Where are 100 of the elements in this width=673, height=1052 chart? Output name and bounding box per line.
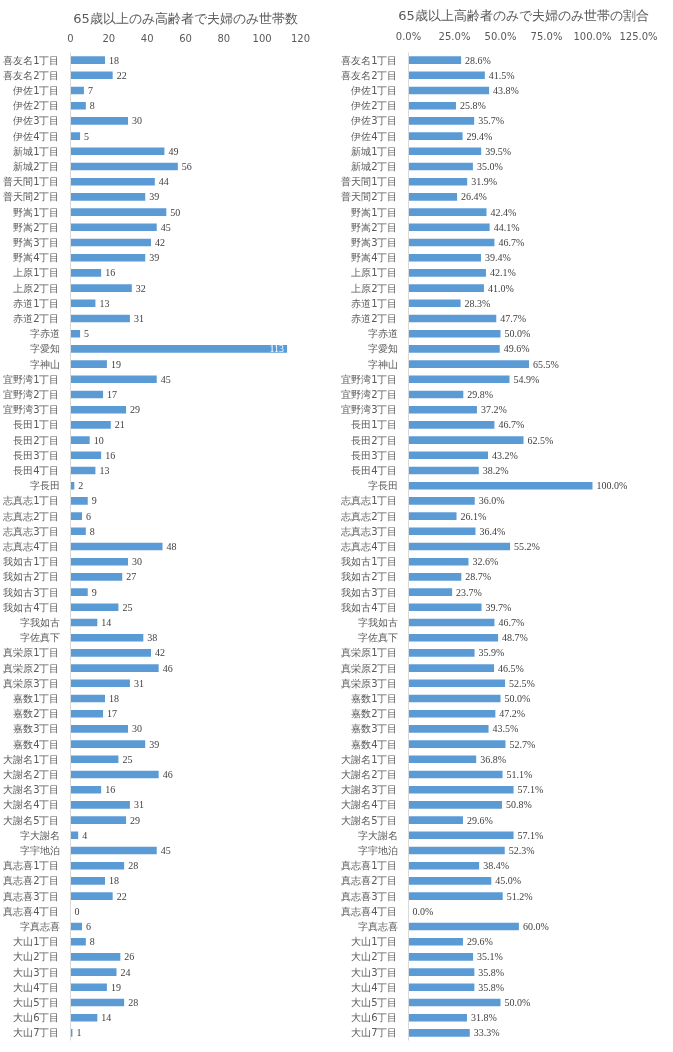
data-label: 39.7% xyxy=(485,601,512,613)
y-tick-label: 野嵩4丁目 xyxy=(351,252,398,264)
y-tick-label: 字長田 xyxy=(367,480,398,492)
y-tick-label: 真栄原3丁目 xyxy=(3,677,60,689)
data-label: 4 xyxy=(82,829,88,841)
data-label: 36.0% xyxy=(478,495,505,507)
data-label: 54.9% xyxy=(513,373,540,385)
y-tick-label: 大山6丁目 xyxy=(351,1012,398,1024)
data-label: 8 xyxy=(89,525,95,537)
y-tick-label: 嘉数1丁目 xyxy=(351,693,398,704)
data-label: 16 xyxy=(105,267,116,279)
data-label: 52.3% xyxy=(508,845,535,856)
y-tick-label: 大謝名3丁目 xyxy=(341,784,398,796)
y-tick-label: 字長田 xyxy=(29,480,60,492)
x-tick-label: 25.0% xyxy=(438,30,471,42)
y-tick-label: 普天間1丁目 xyxy=(3,176,60,188)
data-label: 6 xyxy=(86,921,91,932)
data-label: 0 xyxy=(74,905,80,917)
y-tick-label: 大山5丁目 xyxy=(351,997,398,1008)
data-label: 21 xyxy=(114,419,125,431)
data-label: 30 xyxy=(132,556,142,568)
y-tick-label: 字真志喜 xyxy=(19,921,60,932)
y-tick-label: 嘉数1丁目 xyxy=(13,693,60,704)
data-label: 28.7% xyxy=(465,571,492,583)
data-label: 46 xyxy=(162,769,173,780)
data-label: 29.6% xyxy=(466,936,493,948)
y-tick-label: 大謝名5丁目 xyxy=(3,814,60,826)
y-tick-label: 真栄原1丁目 xyxy=(3,647,60,659)
data-label: 10 xyxy=(93,434,104,446)
y-tick-label: 長田2丁目 xyxy=(351,434,398,446)
data-label: 14 xyxy=(101,617,112,628)
y-tick-label: 上原1丁目 xyxy=(13,267,60,279)
y-tick-label: 長田1丁目 xyxy=(351,419,398,431)
y-tick-label: 宜野湾2丁目 xyxy=(341,389,398,400)
y-tick-label: 伊佐4丁目 xyxy=(13,130,60,142)
y-tick-label: 野嵩1丁目 xyxy=(13,206,60,218)
y-tick-label: 字赤道 xyxy=(367,328,398,340)
data-label: 100.0% xyxy=(596,480,628,492)
data-label: 50.0% xyxy=(504,997,531,1008)
y-tick-label: 字佐真下 xyxy=(19,632,60,644)
data-label: 35.7% xyxy=(478,115,505,127)
y-tick-label: 長田3丁目 xyxy=(351,449,398,461)
data-label: 14 xyxy=(101,1012,112,1024)
data-label: 39.4% xyxy=(485,252,511,264)
data-label: 50.0% xyxy=(504,328,531,340)
data-label: 43.5% xyxy=(492,723,519,735)
data-label: 0.0% xyxy=(412,905,434,917)
data-label: 35.9% xyxy=(478,647,505,659)
data-label: 42 xyxy=(155,647,165,659)
x-tick-label: 100.0% xyxy=(573,30,612,42)
y-tick-label: 大謝名5丁目 xyxy=(341,814,398,826)
data-label: 31.8% xyxy=(471,1012,497,1024)
y-tick-label: 字愛知 xyxy=(367,343,398,355)
data-label: 47.2% xyxy=(499,708,526,720)
y-tick-label: 嘉数4丁目 xyxy=(13,738,60,750)
y-tick-label: 新城2丁目 xyxy=(13,161,60,172)
y-tick-label: 嘉数2丁目 xyxy=(13,708,60,720)
y-tick-label: 我如古3丁目 xyxy=(3,586,60,598)
chart-title: 65歳以上高齢者のみで夫婦のみ世帯の割合 xyxy=(398,7,649,23)
data-label: 35.8% xyxy=(478,966,505,978)
y-tick-label: 志真志4丁目 xyxy=(3,541,60,552)
y-tick-label: 喜友名1丁目 xyxy=(341,54,398,66)
data-label: 49 xyxy=(168,145,179,157)
y-tick-label: 真栄原1丁目 xyxy=(341,647,398,659)
y-tick-label: 字大謝名 xyxy=(19,829,60,841)
x-tick-label: 0.0% xyxy=(395,30,422,42)
y-tick-label: 真志喜2丁目 xyxy=(341,875,398,887)
data-label: 31 xyxy=(133,677,144,689)
y-tick-label: 新城1丁目 xyxy=(13,145,60,157)
x-tick-label: 75.0% xyxy=(530,30,563,42)
y-tick-label: 志真志1丁目 xyxy=(3,495,60,507)
data-label: 29.6% xyxy=(466,814,493,826)
data-label: 39 xyxy=(149,738,160,750)
data-label: 45 xyxy=(160,373,171,385)
y-tick-label: 長田3丁目 xyxy=(13,449,60,461)
data-label: 42.1% xyxy=(489,267,516,279)
data-label: 32 xyxy=(135,282,146,294)
y-tick-label: 宜野湾1丁目 xyxy=(341,373,398,385)
data-label: 23.7% xyxy=(456,586,482,598)
y-tick-label: 大謝名3丁目 xyxy=(3,784,60,796)
y-tick-label: 大山7丁目 xyxy=(351,1027,398,1039)
y-tick-label: 伊佐1丁目 xyxy=(351,85,398,96)
y-tick-label: 大謝名4丁目 xyxy=(3,799,60,811)
y-tick-label: 上原1丁目 xyxy=(351,267,398,279)
data-label: 6 xyxy=(86,510,91,522)
x-tick-label: 50.0% xyxy=(484,30,517,42)
y-tick-label: 真志喜1丁目 xyxy=(341,860,398,872)
y-tick-label: 大山6丁目 xyxy=(13,1012,60,1024)
y-tick-label: 大謝名1丁目 xyxy=(3,753,60,765)
y-tick-label: 野嵩2丁目 xyxy=(351,221,398,233)
y-tick-label: 喜友名1丁目 xyxy=(3,54,60,66)
data-label: 39.5% xyxy=(485,145,512,157)
data-label: 50 xyxy=(170,206,181,218)
y-tick-label: 野嵩3丁目 xyxy=(351,237,398,248)
data-label: 7 xyxy=(87,85,93,96)
data-label: 26.1% xyxy=(460,510,487,522)
data-label: 28.6% xyxy=(465,54,491,66)
y-tick-label: 長田4丁目 xyxy=(351,465,398,476)
y-tick-label: 真志喜3丁目 xyxy=(341,890,398,902)
y-tick-label: 大山3丁目 xyxy=(13,966,60,978)
